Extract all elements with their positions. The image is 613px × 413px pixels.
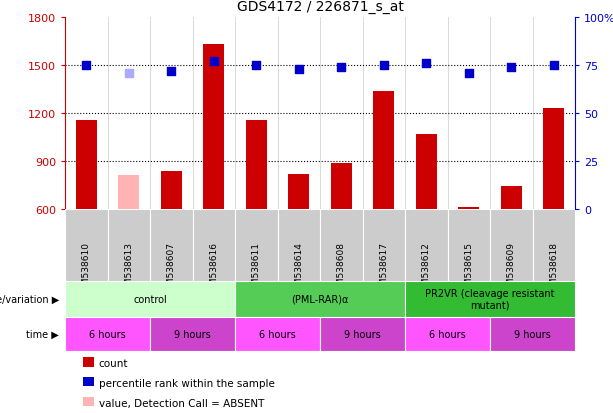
Text: 9 hours: 9 hours <box>174 329 211 339</box>
Text: GSM538608: GSM538608 <box>337 242 346 297</box>
Bar <box>490 317 575 351</box>
Text: GSM538617: GSM538617 <box>379 242 388 297</box>
Point <box>166 68 176 75</box>
Bar <box>278 209 320 281</box>
Point <box>124 70 134 77</box>
Text: GSM538612: GSM538612 <box>422 242 431 297</box>
Text: 6 hours: 6 hours <box>429 329 466 339</box>
Text: control: control <box>133 294 167 304</box>
Bar <box>161 171 182 209</box>
Text: time ▶: time ▶ <box>26 329 59 339</box>
Bar <box>330 163 352 209</box>
Point <box>549 62 558 69</box>
Text: GSM538611: GSM538611 <box>252 242 261 297</box>
Text: GSM538618: GSM538618 <box>549 242 558 297</box>
Bar <box>543 109 565 209</box>
Text: 6 hours: 6 hours <box>259 329 296 339</box>
Text: GSM538609: GSM538609 <box>507 242 516 297</box>
Bar <box>501 186 522 209</box>
Point <box>209 59 219 65</box>
Text: GSM538615: GSM538615 <box>464 242 473 297</box>
Point <box>421 61 431 67</box>
Bar <box>320 317 405 351</box>
Text: 9 hours: 9 hours <box>514 329 551 339</box>
Text: GSM538610: GSM538610 <box>82 242 91 297</box>
Point <box>82 62 91 69</box>
Bar <box>75 121 97 209</box>
Bar <box>235 317 320 351</box>
Bar <box>405 209 447 281</box>
Bar <box>107 209 150 281</box>
Bar <box>447 209 490 281</box>
Point <box>251 62 261 69</box>
Point <box>464 70 474 77</box>
Bar <box>65 209 107 281</box>
Bar <box>192 209 235 281</box>
Bar <box>246 121 267 209</box>
Text: value, Detection Call = ABSENT: value, Detection Call = ABSENT <box>99 398 264 408</box>
Bar <box>288 174 310 209</box>
Bar <box>150 317 235 351</box>
Bar <box>235 281 405 317</box>
Bar <box>150 209 192 281</box>
Text: GSM538614: GSM538614 <box>294 242 303 297</box>
Text: 9 hours: 9 hours <box>344 329 381 339</box>
Bar <box>203 45 224 209</box>
Bar <box>490 209 533 281</box>
Bar <box>235 209 278 281</box>
Text: count: count <box>99 358 128 368</box>
Point <box>294 66 303 73</box>
Bar <box>362 209 405 281</box>
Bar <box>373 91 394 209</box>
Point <box>379 62 389 69</box>
Point <box>337 64 346 71</box>
Text: GSM538607: GSM538607 <box>167 242 176 297</box>
Text: genotype/variation ▶: genotype/variation ▶ <box>0 294 59 304</box>
Bar <box>118 176 139 209</box>
Text: 6 hours: 6 hours <box>89 329 126 339</box>
Text: GSM538616: GSM538616 <box>209 242 218 297</box>
Text: PR2VR (cleavage resistant
mutant): PR2VR (cleavage resistant mutant) <box>425 289 555 310</box>
Text: percentile rank within the sample: percentile rank within the sample <box>99 378 275 388</box>
Bar <box>320 209 362 281</box>
Text: GSM538613: GSM538613 <box>124 242 133 297</box>
Bar <box>533 209 575 281</box>
Point <box>506 64 516 71</box>
Bar <box>405 281 575 317</box>
Bar <box>65 281 235 317</box>
Text: (PML-RAR)α: (PML-RAR)α <box>291 294 349 304</box>
Bar <box>458 207 479 209</box>
Bar <box>65 317 150 351</box>
Title: GDS4172 / 226871_s_at: GDS4172 / 226871_s_at <box>237 0 403 14</box>
Bar <box>405 317 490 351</box>
Bar <box>416 135 437 209</box>
